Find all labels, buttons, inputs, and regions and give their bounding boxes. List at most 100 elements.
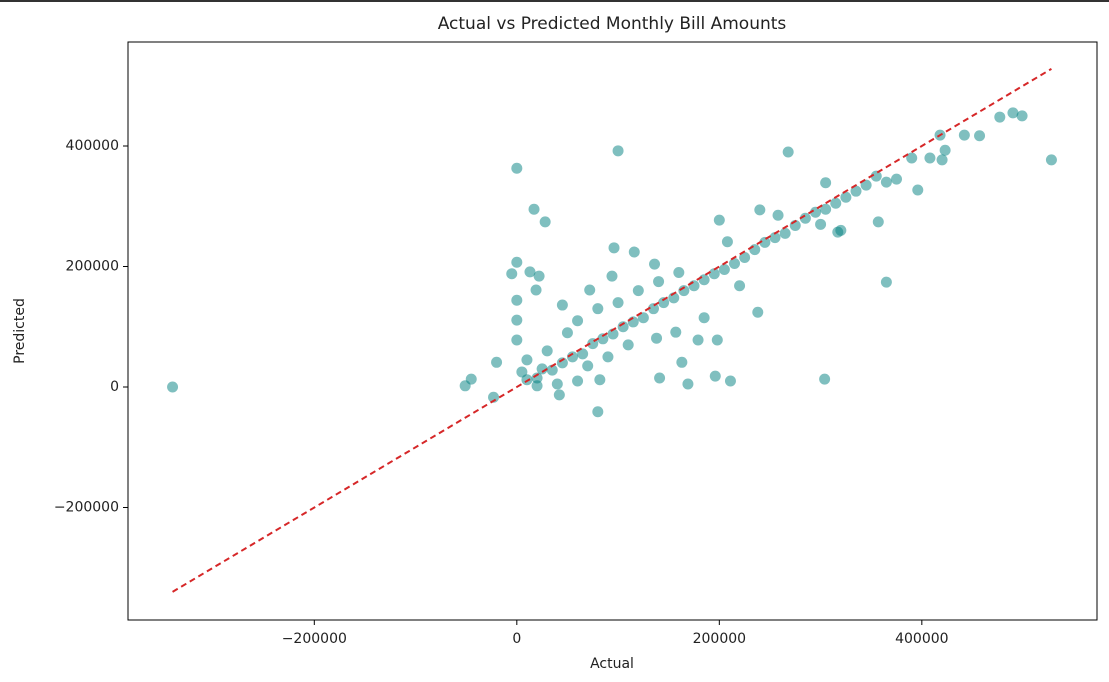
point bbox=[769, 232, 781, 244]
point bbox=[709, 370, 721, 382]
point bbox=[840, 191, 852, 203]
point bbox=[819, 373, 831, 385]
point bbox=[582, 360, 594, 372]
point bbox=[1007, 107, 1019, 119]
point bbox=[1016, 110, 1028, 122]
point bbox=[820, 177, 832, 189]
point bbox=[530, 284, 542, 296]
point bbox=[521, 374, 533, 386]
point bbox=[820, 203, 832, 215]
point bbox=[739, 251, 751, 263]
point bbox=[906, 152, 918, 164]
point bbox=[551, 378, 563, 390]
point bbox=[729, 257, 741, 269]
point bbox=[511, 294, 523, 306]
point bbox=[698, 312, 710, 324]
point bbox=[167, 381, 179, 393]
point bbox=[602, 351, 614, 363]
point bbox=[511, 334, 523, 346]
point bbox=[511, 162, 523, 174]
point bbox=[860, 179, 872, 191]
point bbox=[524, 266, 536, 278]
point bbox=[688, 280, 700, 292]
point bbox=[536, 363, 548, 375]
point bbox=[676, 356, 688, 368]
point bbox=[567, 351, 579, 363]
point bbox=[617, 321, 629, 333]
point bbox=[556, 299, 568, 311]
point bbox=[608, 242, 620, 254]
point bbox=[606, 270, 618, 282]
point bbox=[713, 214, 725, 226]
point bbox=[835, 224, 847, 236]
point bbox=[872, 216, 884, 228]
y-tick-label: −200000 bbox=[54, 500, 119, 516]
point bbox=[870, 170, 882, 182]
point bbox=[673, 267, 685, 279]
point bbox=[488, 391, 500, 403]
point bbox=[891, 173, 903, 185]
point bbox=[632, 285, 644, 297]
point bbox=[939, 144, 951, 156]
point bbox=[682, 378, 694, 390]
point bbox=[958, 129, 970, 141]
chart-title: Actual vs Predicted Monthly Bill Amounts bbox=[438, 14, 787, 34]
point bbox=[994, 111, 1006, 123]
point bbox=[658, 297, 670, 309]
point bbox=[653, 276, 665, 288]
plot-frame bbox=[127, 41, 1098, 621]
point bbox=[670, 326, 682, 338]
point bbox=[754, 204, 766, 216]
point bbox=[531, 380, 543, 392]
point bbox=[491, 356, 503, 368]
point bbox=[810, 206, 822, 218]
point bbox=[815, 218, 827, 230]
point bbox=[974, 130, 986, 142]
point bbox=[607, 328, 619, 340]
point bbox=[541, 345, 553, 357]
point bbox=[612, 297, 624, 309]
point bbox=[880, 176, 892, 188]
point bbox=[592, 303, 604, 315]
y-tick-label: 200000 bbox=[66, 258, 119, 274]
x-axis-label: Actual bbox=[590, 656, 634, 672]
y-axis-label: Predicted bbox=[12, 298, 28, 364]
point bbox=[584, 284, 596, 296]
point bbox=[721, 236, 733, 248]
point bbox=[912, 184, 924, 196]
point bbox=[561, 327, 573, 339]
point bbox=[649, 258, 661, 270]
point bbox=[830, 197, 842, 209]
point bbox=[654, 372, 666, 384]
point bbox=[678, 285, 690, 297]
point bbox=[724, 375, 736, 387]
point bbox=[850, 185, 862, 197]
point bbox=[612, 145, 624, 157]
x-tick-label: 0 bbox=[512, 631, 521, 647]
point bbox=[637, 312, 649, 324]
point bbox=[782, 146, 794, 158]
x-tick-label: −200000 bbox=[282, 631, 347, 647]
top-border bbox=[0, 0, 1109, 2]
point bbox=[759, 236, 771, 248]
point bbox=[592, 406, 604, 418]
point bbox=[880, 276, 892, 288]
point bbox=[718, 264, 730, 276]
point bbox=[553, 389, 565, 401]
point bbox=[936, 154, 948, 166]
point bbox=[572, 315, 584, 327]
reference-line bbox=[172, 68, 1052, 593]
point bbox=[622, 339, 634, 351]
point bbox=[698, 274, 710, 286]
point bbox=[597, 333, 609, 345]
point bbox=[511, 256, 523, 268]
point bbox=[506, 268, 518, 280]
point bbox=[546, 364, 558, 376]
y-tick-label: 400000 bbox=[66, 138, 119, 154]
point bbox=[692, 334, 704, 346]
point bbox=[752, 306, 764, 318]
x-tick-label: 400000 bbox=[895, 631, 948, 647]
point bbox=[772, 209, 784, 221]
